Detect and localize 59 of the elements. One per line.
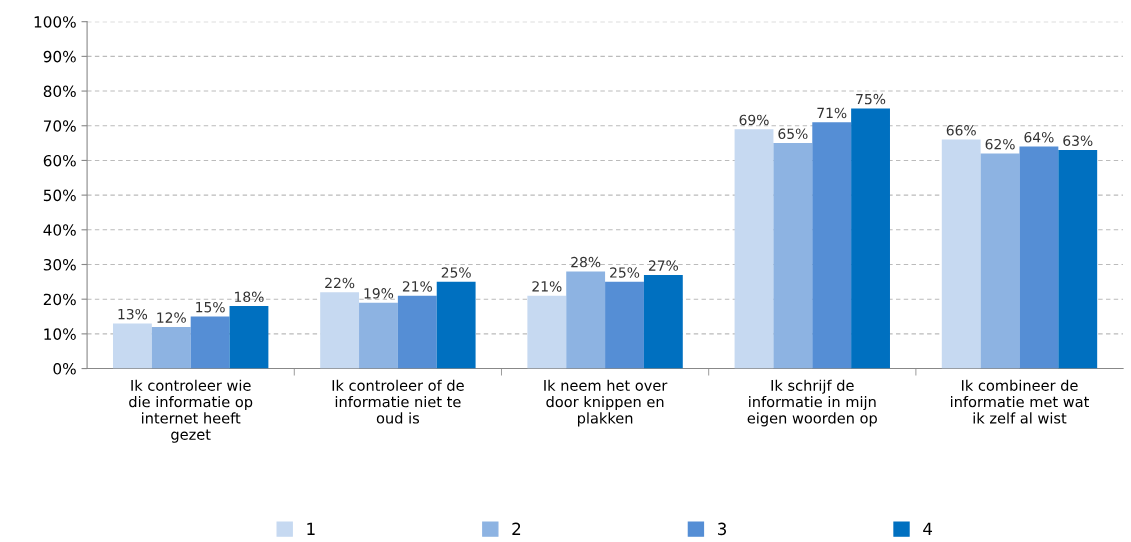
bar <box>1058 150 1098 369</box>
data-label: 21% <box>402 281 432 292</box>
y-tick-label: 50% <box>43 189 76 202</box>
legend-label: 1 <box>307 522 315 535</box>
y-tick-label: 90% <box>43 50 76 63</box>
y-tick-label: 20% <box>43 293 76 306</box>
data-label: 65% <box>778 128 808 140</box>
bar <box>773 143 813 369</box>
data-label: 63% <box>1063 135 1093 146</box>
bar <box>190 316 230 369</box>
bar <box>566 271 606 369</box>
data-label: 22% <box>325 277 355 289</box>
data-label: 27% <box>648 260 679 271</box>
legend-label: 4 <box>923 522 933 535</box>
y-tick-label: 40% <box>43 224 76 236</box>
bar <box>436 281 476 369</box>
bar <box>734 129 774 369</box>
data-label: 21% <box>532 281 562 292</box>
bar <box>1019 146 1059 369</box>
legend-label: 2 <box>512 522 521 535</box>
y-tick-label: 80% <box>43 85 76 98</box>
y-tick-label: 100% <box>34 16 76 28</box>
x-tick-label: Ik controleer of de informatie niet te oud is <box>332 379 464 424</box>
y-tick-label: 0% <box>53 363 76 375</box>
data-label: 75% <box>856 93 886 105</box>
x-tick-label: Ik combineer de informatie met wat ik zelf al wist <box>951 379 1089 424</box>
bar <box>359 302 398 369</box>
data-label: 66% <box>946 125 976 136</box>
y-tick-label: 10% <box>44 328 76 340</box>
bar <box>320 292 360 369</box>
bar <box>605 281 644 369</box>
legend-label: 3 <box>718 522 727 536</box>
data-label: 18% <box>235 291 264 303</box>
bar <box>397 295 437 369</box>
bar <box>980 153 1020 369</box>
bar <box>527 295 567 369</box>
data-label: 28% <box>571 256 601 268</box>
data-label: 15% <box>196 301 225 313</box>
bar <box>851 108 890 369</box>
y-tick-label: 30% <box>43 258 76 271</box>
y-tick-label: 60% <box>43 154 76 167</box>
data-label: 64% <box>1024 131 1054 143</box>
bar <box>643 274 683 369</box>
x-tick-label: Ik schrijf de informatie in mijn eigen woorden op <box>747 379 877 427</box>
bar <box>112 323 152 369</box>
x-tick-label: Ik neem het over door knippen en plakken <box>544 379 668 427</box>
data-label: 71% <box>817 107 847 119</box>
bar <box>812 122 852 369</box>
data-label: 13% <box>118 308 148 320</box>
bar <box>229 306 269 369</box>
y-tick-label: 70% <box>43 120 76 132</box>
data-label: 12% <box>157 312 186 323</box>
data-label: 19% <box>364 288 394 299</box>
data-label: 62% <box>985 138 1015 150</box>
data-label: 69% <box>739 114 769 126</box>
bar <box>151 326 191 369</box>
x-tick-label: Ik controleer wie die informatie op internet heeft gezet <box>129 379 253 443</box>
data-label: 25% <box>441 267 471 278</box>
data-label: 25% <box>610 267 640 278</box>
